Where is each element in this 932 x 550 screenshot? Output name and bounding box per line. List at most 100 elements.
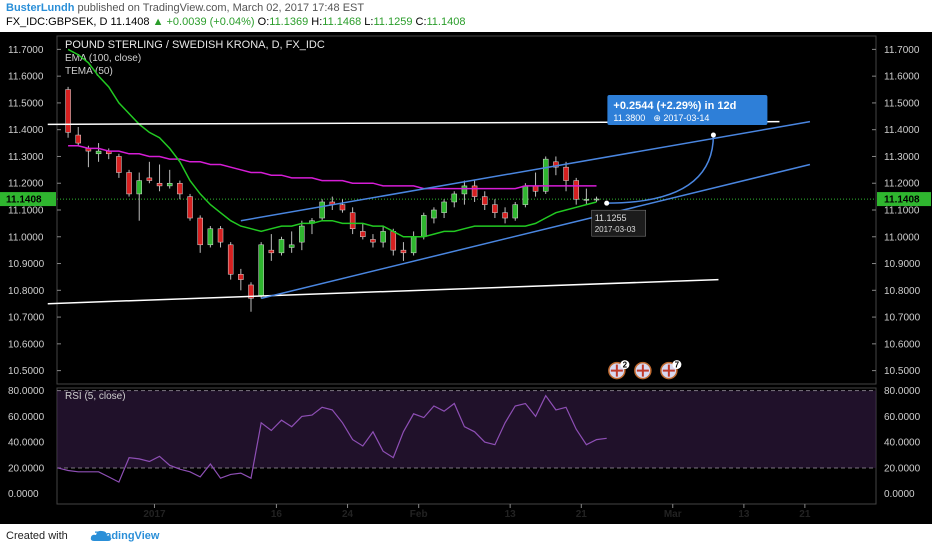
candle-body [390,231,397,251]
support-line [47,278,719,305]
price-tick-label-right: 11.2000 [884,179,920,190]
price-tick-label-left: 11.1000 [8,206,44,217]
chart-canvas[interactable]: 11.7000 11.7000 11.6000 11.6000 11.5000 11.50… [0,32,932,524]
price-change: ▲ +0.0039 (+0.04%) [152,16,255,28]
open-value: 11.1369 [269,16,309,28]
candle-body [197,217,203,246]
badge-count: 7 [675,361,680,370]
price-tick-label-right: 11.7000 [884,45,920,56]
author-name[interactable]: BusterLundh [6,2,75,14]
high-label: H: [311,16,323,28]
candle-body [380,231,386,243]
candle-body [431,209,437,219]
created-with-label: Created with [6,530,68,542]
price-tick-label-left: 11.0000 [8,232,44,243]
price-tick-label-right: 10.9000 [884,259,921,270]
time-tick-label: 13 [738,509,750,520]
candle-body [278,239,285,254]
tradingview-cloud-icon [90,530,111,541]
candle-body [593,198,600,201]
candle-body [410,236,417,254]
price-tick-label-right: 10.7000 [884,313,921,324]
candle-body [441,201,447,213]
candle-body [461,185,468,195]
candle-body [492,204,498,213]
last-price-tags: 11.1408 11.1408 [0,192,931,207]
candle-body [421,215,427,238]
rsi-axis: 80.0000 80.0000 60.0000 60.0000 40.0000 40.00… [8,386,921,500]
time-tick-label: 13 [505,509,517,520]
candle-body [146,177,153,181]
time-axis: 2017 16 24 Feb 13 21 Mar 13 21 [143,504,811,520]
candle-body [227,244,234,275]
rsi-tick-label-left: 20.0000 [8,463,45,474]
candle-body [349,212,356,229]
time-tick-label: 2017 [143,509,166,520]
price-tick-label-right: 11.3000 [884,152,920,163]
last-price-tag-left [0,192,56,207]
rsi-tick-label-left: 0.0000 [8,489,39,500]
candle-body [288,244,295,248]
rsi-tick-label-left: 60.0000 [8,412,45,423]
projection-label-box [607,95,768,126]
tema-line [67,48,597,238]
projection-target-price: 11.3800 [613,113,645,123]
candle-body [75,134,81,144]
projection-curve [606,135,715,204]
time-tick-label: 24 [342,509,354,520]
price-axis: 11.7000 11.7000 11.6000 11.6000 11.5000 11.50… [8,45,921,377]
candle-body [522,185,529,205]
candle-body [400,249,407,254]
rsi-line [57,394,607,483]
price-tick-label-right: 10.5000 [884,366,921,377]
candle-body [299,225,305,243]
time-tick-label: Feb [410,509,428,520]
candle-body [268,249,275,254]
rsi-tick-label-right: 0.0000 [884,489,915,500]
price-tick-label-left: 11.7000 [8,45,44,56]
start-label: 11.1255 2017-03-03 [591,209,646,237]
footer: Created with TradingView [6,530,159,542]
candle-body [553,161,559,168]
candle-body [177,182,183,195]
time-tick-label: 16 [271,509,283,520]
candle-body [319,201,325,219]
rsi-tick-label-right: 40.0000 [884,438,921,449]
ema-line [68,145,597,190]
low-label: L: [364,16,374,28]
price-tick-label-left: 10.6000 [8,339,45,350]
candle-body [532,185,539,192]
publish-info: published on TradingView.com, March 02, … [77,2,365,14]
channel-upper [240,120,811,222]
time-tick-label: 21 [799,509,811,520]
candle-body [248,284,254,299]
chart-title: POUND STERLING / SWEDISH KRONA, D, FX_ID… [65,39,325,51]
projection-change-text: +0.2544 (+2.29%) in 12d [613,100,736,112]
symbol-label: FX_IDC:GBPSEK, D [6,16,108,28]
candle-body [573,180,579,200]
candle-body [512,204,518,219]
price-tick-label-left: 10.5000 [8,366,45,377]
ohlc-header: FX_IDC:GBPSEK, D 11.1408 ▲ +0.0039 (+0.0… [6,16,465,28]
candle-body [238,273,244,280]
last-price-tag-label-left: 11.1408 [6,195,42,206]
last-price-tag-label-right: 11.1408 [884,195,920,206]
last-price-tag-right [877,192,931,207]
close-value: 11.1408 [426,16,466,28]
rsi-tick-label-right: 80.0000 [884,386,921,397]
high-value: 11.1468 [322,16,362,28]
price-tick-label-right: 11.0000 [884,232,920,243]
price-tick-label-left: 11.6000 [8,72,44,83]
price-tick-label-left: 11.3000 [8,152,44,163]
last-price: 11.1408 [110,16,150,28]
rsi-tick-label-left: 40.0000 [8,438,45,449]
candle-body [502,212,508,219]
rsi-title: RSI (5, close) [65,391,126,402]
start-label-box [591,209,646,237]
channel-lower [260,163,811,300]
publish-header: BusterLundh published on TradingView.com… [6,2,364,14]
candle-body [217,228,224,243]
price-tick-label-left: 11.4000 [8,125,44,136]
